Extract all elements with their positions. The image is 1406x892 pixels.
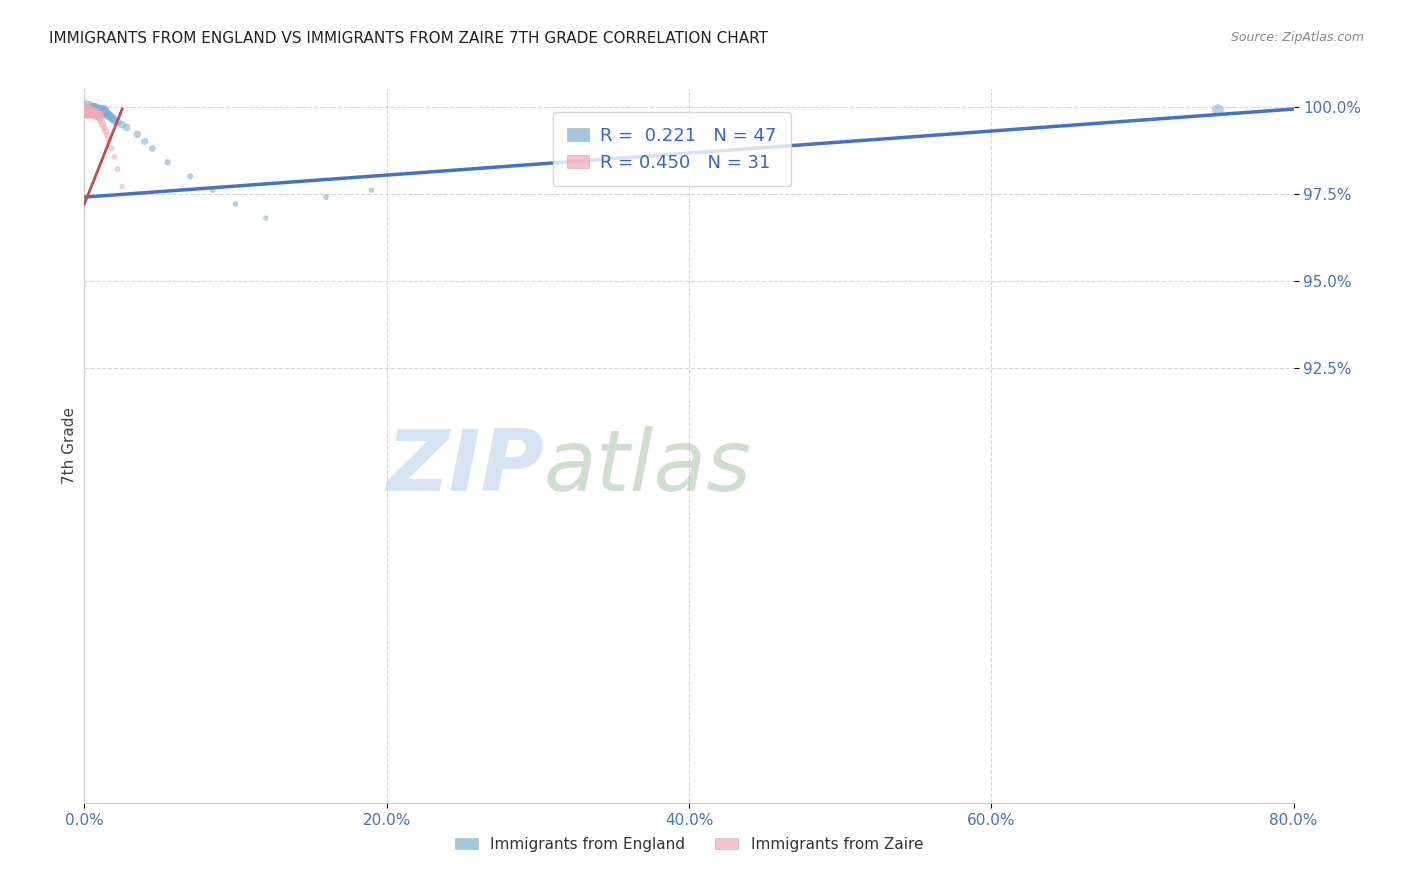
Point [76,103,98,117]
Point [91,117,114,131]
Point [1206,103,1229,117]
Point [91,105,114,120]
Point [90,104,112,119]
Point [89,108,111,122]
Point [75,102,97,116]
Point [86,104,108,119]
Point [86,109,108,123]
Point [89,111,111,125]
Point [84,102,107,116]
Point [84,106,107,120]
Point [111,118,134,132]
Point [104,113,127,128]
Point [93,120,115,135]
Point [94,124,117,138]
Point [100,141,122,155]
Point [82,102,104,116]
Point [201,183,224,197]
Point [111,179,134,194]
Point [96,128,118,143]
Point [96,107,118,121]
Text: atlas: atlas [544,425,752,509]
Point [86,103,108,117]
Point [254,211,277,225]
Point [79,103,101,117]
Text: IMMIGRANTS FROM ENGLAND VS IMMIGRANTS FROM ZAIRE 7TH GRADE CORRELATION CHART: IMMIGRANTS FROM ENGLAND VS IMMIGRANTS FR… [49,31,768,46]
Point [77,103,100,118]
Point [76,104,98,119]
Point [76,103,98,117]
Point [107,162,129,177]
Point [84,105,107,120]
Point [89,103,111,118]
Point [360,183,382,197]
Point [93,104,115,119]
Point [82,105,104,120]
Point [94,106,117,120]
Point [179,169,201,184]
Point [79,104,101,119]
Point [80,104,103,119]
Point [156,155,179,169]
Point [87,109,110,123]
Point [80,103,103,117]
Point [93,103,115,117]
Point [75,103,97,118]
Point [75,105,97,120]
Point [98,109,121,123]
Point [127,128,149,142]
Point [101,112,124,126]
Point [107,115,129,129]
Point [80,107,103,121]
Point [134,135,156,149]
Y-axis label: 7th Grade: 7th Grade [62,408,77,484]
Point [87,104,110,119]
Point [76,101,98,115]
Point [79,106,101,120]
Point [82,103,104,118]
Point [104,150,127,164]
Point [84,103,107,118]
Point [97,108,120,122]
Point [79,104,101,119]
Point [77,106,100,120]
Text: ZIP: ZIP [387,425,544,509]
Point [97,133,120,147]
Point [100,111,122,125]
Point [90,103,112,117]
Legend: Immigrants from England, Immigrants from Zaire: Immigrants from England, Immigrants from… [447,829,931,859]
Point [315,190,337,204]
Point [225,197,247,211]
Point [76,106,98,120]
Point [84,108,107,122]
Point [115,120,138,135]
Point [87,107,110,121]
Point [80,104,103,119]
Text: Source: ZipAtlas.com: Source: ZipAtlas.com [1230,31,1364,45]
Point [89,105,111,120]
Point [82,107,104,121]
Point [86,106,108,120]
Point [90,113,112,128]
Point [141,141,163,155]
Point [76,104,98,119]
Point [87,103,110,117]
Point [86,106,108,120]
Point [91,103,114,118]
